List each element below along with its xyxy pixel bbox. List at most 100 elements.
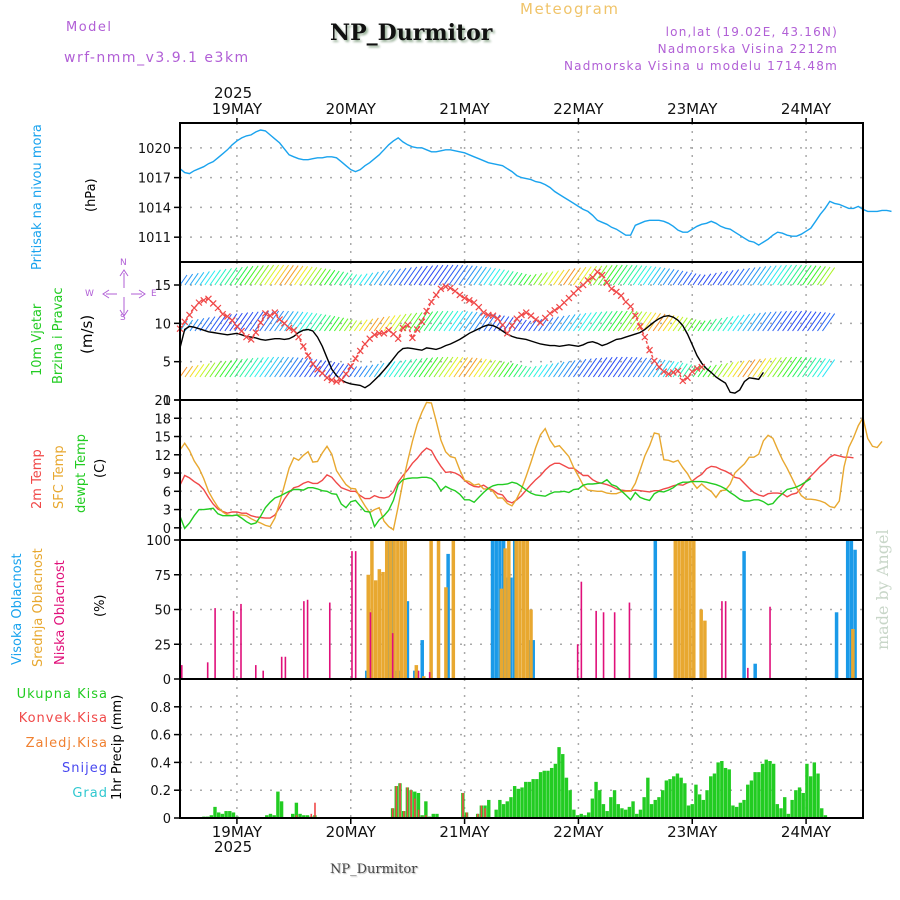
- gust-marker: [432, 291, 440, 299]
- precip-bar-ukupna-kisa: [723, 767, 728, 818]
- precip-bar-ukupna-kisa: [642, 797, 646, 818]
- wind-barb: [797, 311, 812, 332]
- model-label: Model: [66, 20, 113, 35]
- cloud-bar-low: [354, 551, 357, 679]
- gust-marker: [356, 347, 364, 355]
- wind-barb: [423, 311, 439, 332]
- wind-barb: [807, 357, 822, 378]
- wind-barb: [612, 356, 628, 378]
- gust-marker: [195, 299, 203, 307]
- wind-barb: [398, 267, 412, 286]
- wind-barb: [607, 356, 623, 378]
- compass-arrows-icon: [102, 269, 146, 317]
- precip-bar-ukupna-kisa: [627, 806, 632, 818]
- cloud-bar-high: [531, 640, 535, 679]
- wind-barb: [433, 356, 449, 378]
- wind-barb: [757, 311, 772, 332]
- wind-barb: [358, 365, 368, 378]
- precip-bar-ukupna-kisa: [690, 804, 694, 818]
- panel-frame: [179, 122, 864, 263]
- series-line-mslp: [179, 129, 892, 246]
- wind-barb: [259, 356, 275, 378]
- wind-barb: [792, 264, 807, 286]
- precip-bar-ukupna-kisa: [764, 759, 768, 818]
- wind-barb: [787, 356, 802, 378]
- precip-bar-ukupna-kisa: [742, 799, 746, 818]
- precip-bar-ukupna-kisa: [435, 813, 439, 818]
- precip-bar-ukupna-kisa: [557, 747, 561, 818]
- cloud-bar-high: [509, 577, 513, 679]
- panel-frame: [179, 678, 864, 819]
- ytick-label: 5: [163, 356, 171, 371]
- gust-marker: [584, 276, 592, 284]
- wind-barb: [179, 366, 188, 378]
- wind-barb: [503, 271, 514, 286]
- precip-bar-konvek-kisa: [310, 813, 313, 818]
- cloud-bar-low: [303, 601, 305, 679]
- wind-barb: [189, 272, 199, 286]
- wind-barb: [797, 357, 812, 378]
- wind-barb: [538, 272, 548, 286]
- wind-barb: [274, 264, 289, 286]
- wind-barb: [468, 312, 483, 332]
- gust-marker: [603, 279, 611, 287]
- wind-barb: [627, 265, 643, 286]
- precip-bar-ukupna-kisa: [805, 763, 809, 818]
- wind-barb: [333, 317, 345, 332]
- cloud-bar-low: [613, 612, 616, 679]
- compass-south: S: [120, 313, 126, 323]
- wind-barb: [632, 357, 648, 378]
- wind-barb: [732, 360, 745, 378]
- wind-barb: [189, 364, 199, 378]
- cloud-bar-mid: [688, 540, 692, 679]
- precip-bar-ukupna-kisa: [279, 801, 284, 818]
- wind-barb: [702, 365, 712, 378]
- gust-marker: [380, 329, 388, 337]
- bottom-year-label: 2025: [214, 838, 253, 856]
- wind-barb: [662, 361, 675, 378]
- wind-barb: [229, 266, 243, 286]
- gust-marker: [352, 355, 359, 363]
- xtick-label-top: 19MAY: [212, 100, 263, 118]
- wind-barb: [523, 320, 532, 332]
- precip-bar-ukupna-kisa: [579, 813, 583, 818]
- precip-bar-ukupna-kisa: [509, 797, 513, 818]
- gust-marker: [418, 318, 426, 326]
- gust-marker: [423, 307, 431, 315]
- cloud-bar-low: [328, 602, 331, 679]
- wind-barb: [573, 312, 587, 332]
- cloud-bar-mid: [677, 540, 681, 679]
- precip-bar-ukupna-kisa: [487, 799, 491, 818]
- precip-bar-ukupna-kisa: [527, 781, 532, 818]
- ytick-label: 1020: [138, 142, 171, 157]
- wind-barb: [309, 267, 322, 286]
- gust-marker: [451, 287, 459, 295]
- precip-bar-ukupna-kisa: [305, 815, 310, 818]
- cloud-bar-low: [284, 656, 287, 679]
- wind-barb: [553, 315, 565, 332]
- cloud-bar-mid: [521, 540, 526, 679]
- precip-bar-konvek-kisa: [391, 808, 394, 818]
- wind-barb: [622, 356, 638, 378]
- wind-barb: [433, 310, 449, 332]
- wind-barb: [627, 357, 643, 378]
- cloud-bar-mid: [384, 540, 389, 679]
- precip-bar-ukupna-kisa: [660, 790, 665, 818]
- wind-barb: [189, 318, 199, 332]
- wind-barb: [328, 270, 340, 286]
- precip-bar-ukupna-kisa: [564, 777, 569, 818]
- ytick-label: 10: [154, 317, 171, 332]
- wind-barb: [747, 312, 761, 332]
- cloud-bar-mid: [399, 540, 404, 679]
- wind-barb: [553, 361, 565, 378]
- ytick-label: 0: [163, 812, 171, 827]
- gust-marker: [304, 352, 312, 359]
- ytick-label: 9: [163, 467, 171, 482]
- precip-bar-ukupna-kisa: [609, 797, 613, 818]
- wind-barb: [568, 267, 581, 286]
- wind-barb: [314, 268, 327, 286]
- wind-barb: [657, 314, 671, 332]
- wind-barb: [214, 268, 227, 286]
- wind-barb: [712, 317, 723, 332]
